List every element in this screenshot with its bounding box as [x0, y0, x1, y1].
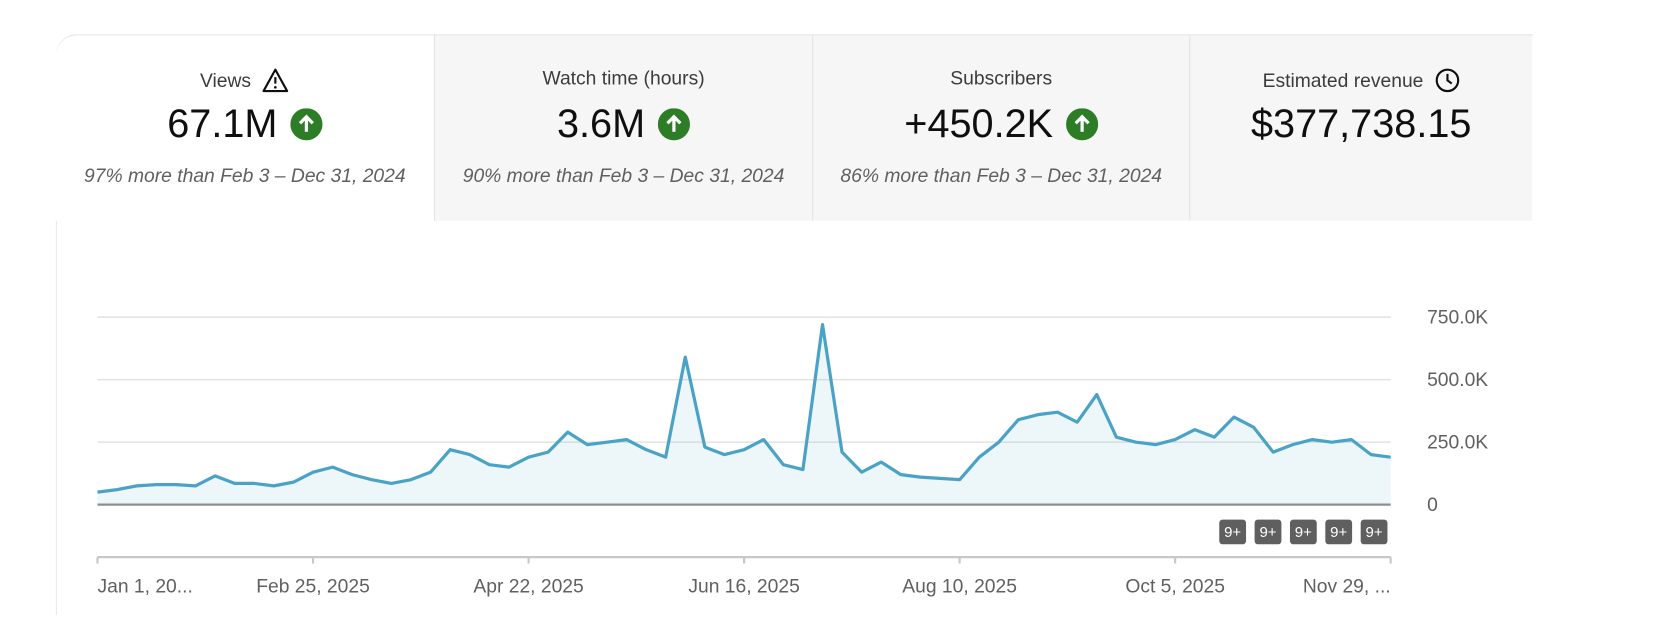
- annotation-badge: [1360, 519, 1388, 545]
- up-icon: [657, 108, 691, 141]
- line: [97, 323, 1391, 494]
- metric-tab[interactable]: Views 67.1M 97% more than Feb 3 – Dec 31…: [55, 34, 434, 221]
- annotation-label: 9+: [1366, 524, 1383, 541]
- annotation-badge: [1219, 519, 1247, 545]
- annotation-badge: [1254, 519, 1282, 545]
- annotation-label: 9+: [1330, 524, 1347, 541]
- x-tick-label: Oct 5, 2025: [1125, 576, 1225, 597]
- annotation-label: 9+: [1259, 524, 1276, 541]
- x-tick-label: Aug 10, 2025: [902, 576, 1017, 597]
- metric-tab[interactable]: Watch time (hours) 3.6M 90% more than Fe…: [433, 34, 813, 221]
- tab-value: +450.2K: [904, 101, 1054, 146]
- x-tick-label: Nov 29, ...: [1303, 576, 1391, 597]
- tab-title: Estimated revenue: [1262, 69, 1424, 91]
- tab-title: Views: [199, 69, 252, 91]
- tab-comparison: 90% more than Feb 3 – Dec 31, 2024: [462, 164, 785, 187]
- annotation-label: 9+: [1295, 524, 1312, 541]
- y-tick-label: 250.0K: [1427, 433, 1488, 454]
- metric-tab[interactable]: Estimated revenue $377,738.15: [1189, 34, 1533, 221]
- x-tick-label: Jan 1, 20...: [97, 576, 192, 597]
- x-tick-label: Feb 25, 2025: [256, 576, 370, 597]
- warning-icon: [262, 68, 289, 93]
- metric-tab[interactable]: Subscribers +450.2K 86% more than Feb 3 …: [812, 34, 1190, 221]
- clock-icon: [1435, 68, 1459, 93]
- tab-title: Subscribers: [950, 67, 1053, 89]
- tab-value: 3.6M: [556, 101, 646, 146]
- tab-value: 67.1M: [167, 101, 278, 146]
- up-icon: [1065, 108, 1099, 141]
- annotation-label: 9+: [1224, 524, 1241, 541]
- tab-comparison: 97% more than Feb 3 – Dec 31, 2024: [83, 164, 406, 187]
- annotation-badge: [1325, 519, 1353, 545]
- tab-comparison: 86% more than Feb 3 – Dec 31, 2024: [840, 164, 1163, 187]
- area-fill: [97, 324, 1391, 505]
- x-tick-label: Apr 22, 2025: [473, 576, 583, 597]
- x-tick-label: Jun 16, 2025: [688, 576, 799, 597]
- tab-title: Watch time (hours): [542, 67, 705, 89]
- y-tick-label: 500.0K: [1427, 370, 1488, 391]
- y-tick-label: 0: [1427, 495, 1438, 516]
- annotation-badge: [1289, 519, 1317, 545]
- tab-value: $377,738.15: [1250, 101, 1472, 146]
- up-icon: [290, 108, 323, 141]
- y-tick-label: 750.0K: [1427, 308, 1488, 329]
